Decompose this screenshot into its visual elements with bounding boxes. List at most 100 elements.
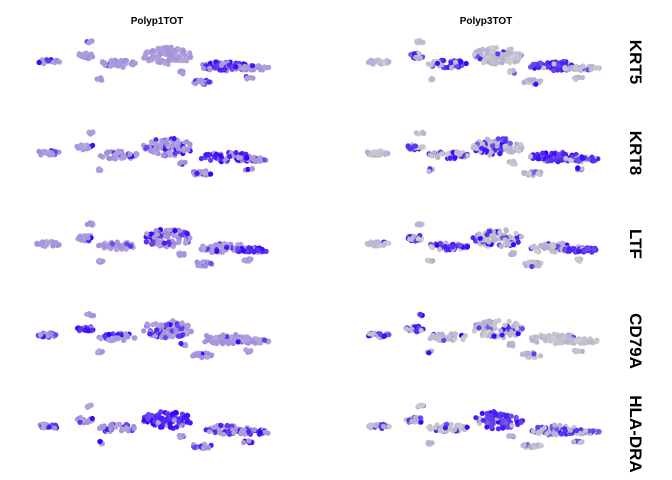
cell-point <box>106 331 112 337</box>
cell-point <box>409 236 415 242</box>
cell-point <box>485 136 491 142</box>
cell-point <box>452 332 458 338</box>
cell-point <box>477 235 483 241</box>
cell-point <box>426 424 432 430</box>
cell-point <box>109 241 115 247</box>
cell-point <box>503 227 509 233</box>
cell-point <box>574 427 580 434</box>
cell-point <box>181 145 187 151</box>
cell-point <box>579 431 585 437</box>
cell-point <box>563 339 569 345</box>
panel-hla-dra-polyp1tot <box>37 402 271 452</box>
cell-point <box>538 61 544 67</box>
cell-point <box>595 428 602 435</box>
cell-point <box>508 433 514 439</box>
cell-point <box>164 322 170 328</box>
cell-point <box>199 354 205 361</box>
cell-point <box>85 235 91 241</box>
cell-point <box>421 130 427 136</box>
cell-point <box>235 339 241 345</box>
cell-point <box>185 147 191 153</box>
cell-point <box>407 145 413 151</box>
cell-point <box>498 243 504 249</box>
cell-point <box>124 241 130 247</box>
cell-point <box>161 51 167 57</box>
cell-point <box>147 331 153 337</box>
cell-point <box>546 429 552 435</box>
cell-point <box>493 56 499 62</box>
cell-point <box>493 45 499 51</box>
cell-point <box>512 59 518 65</box>
cell-point <box>514 141 520 147</box>
cell-point <box>586 246 592 252</box>
cell-point <box>499 332 505 338</box>
cell-point <box>211 424 217 430</box>
row-label-krt5: KRT5 <box>626 40 645 84</box>
cell-point <box>157 142 164 148</box>
cell-point <box>175 333 181 339</box>
cell-point <box>163 140 169 146</box>
cell-point <box>464 244 470 250</box>
cell-point <box>372 243 378 249</box>
cell-point <box>262 429 268 435</box>
cell-point <box>403 326 409 332</box>
cell-point <box>442 244 448 250</box>
cell-point <box>582 336 588 342</box>
cell-point <box>188 328 194 334</box>
cell-point <box>157 239 164 245</box>
cell-point <box>484 424 490 430</box>
cell-point <box>176 250 182 257</box>
cell-point <box>493 412 499 418</box>
cell-point <box>463 60 469 67</box>
cell-point <box>464 424 470 430</box>
cell-point <box>50 243 56 249</box>
cell-point <box>239 427 245 433</box>
cell-point <box>46 424 52 430</box>
cell-point <box>479 410 485 416</box>
cell-point <box>154 327 160 333</box>
row-label-cd79a: CD79A <box>626 313 645 369</box>
cell-point <box>167 52 173 58</box>
cell-point <box>514 322 521 328</box>
cell-point <box>149 57 155 63</box>
cell-point <box>206 429 212 435</box>
cell-point <box>434 60 441 66</box>
cell-point <box>244 155 250 161</box>
cell-point <box>194 259 200 265</box>
cell-point <box>480 141 486 147</box>
cell-point <box>131 425 137 431</box>
cell-point <box>162 335 168 341</box>
cell-point <box>507 331 513 337</box>
cell-point <box>127 151 133 157</box>
cell-point <box>165 326 171 332</box>
cell-point <box>531 351 537 357</box>
cell-point <box>445 151 451 157</box>
cell-point <box>114 239 120 245</box>
cell-point <box>145 411 152 418</box>
cell-point <box>238 241 244 247</box>
cell-point <box>155 45 161 52</box>
cell-point <box>172 241 178 247</box>
cell-point <box>217 153 223 159</box>
cell-point <box>373 58 379 64</box>
cell-point <box>417 415 424 421</box>
cell-point <box>535 424 541 430</box>
cell-point <box>218 422 224 428</box>
cell-point <box>510 242 517 248</box>
cell-point <box>88 38 94 45</box>
cell-point <box>200 445 207 451</box>
cell-point <box>143 50 149 56</box>
cell-point <box>113 247 120 253</box>
cell-point <box>88 222 94 228</box>
cell-point <box>457 151 463 157</box>
cell-point <box>144 231 150 237</box>
cell-point <box>506 56 512 62</box>
cell-point <box>546 64 552 70</box>
cell-point <box>84 221 90 227</box>
cell-point <box>76 52 82 58</box>
cell-point <box>589 338 595 344</box>
cell-point <box>415 236 421 242</box>
cell-point <box>255 63 261 69</box>
cell-point <box>490 421 496 427</box>
cell-point <box>123 331 129 337</box>
